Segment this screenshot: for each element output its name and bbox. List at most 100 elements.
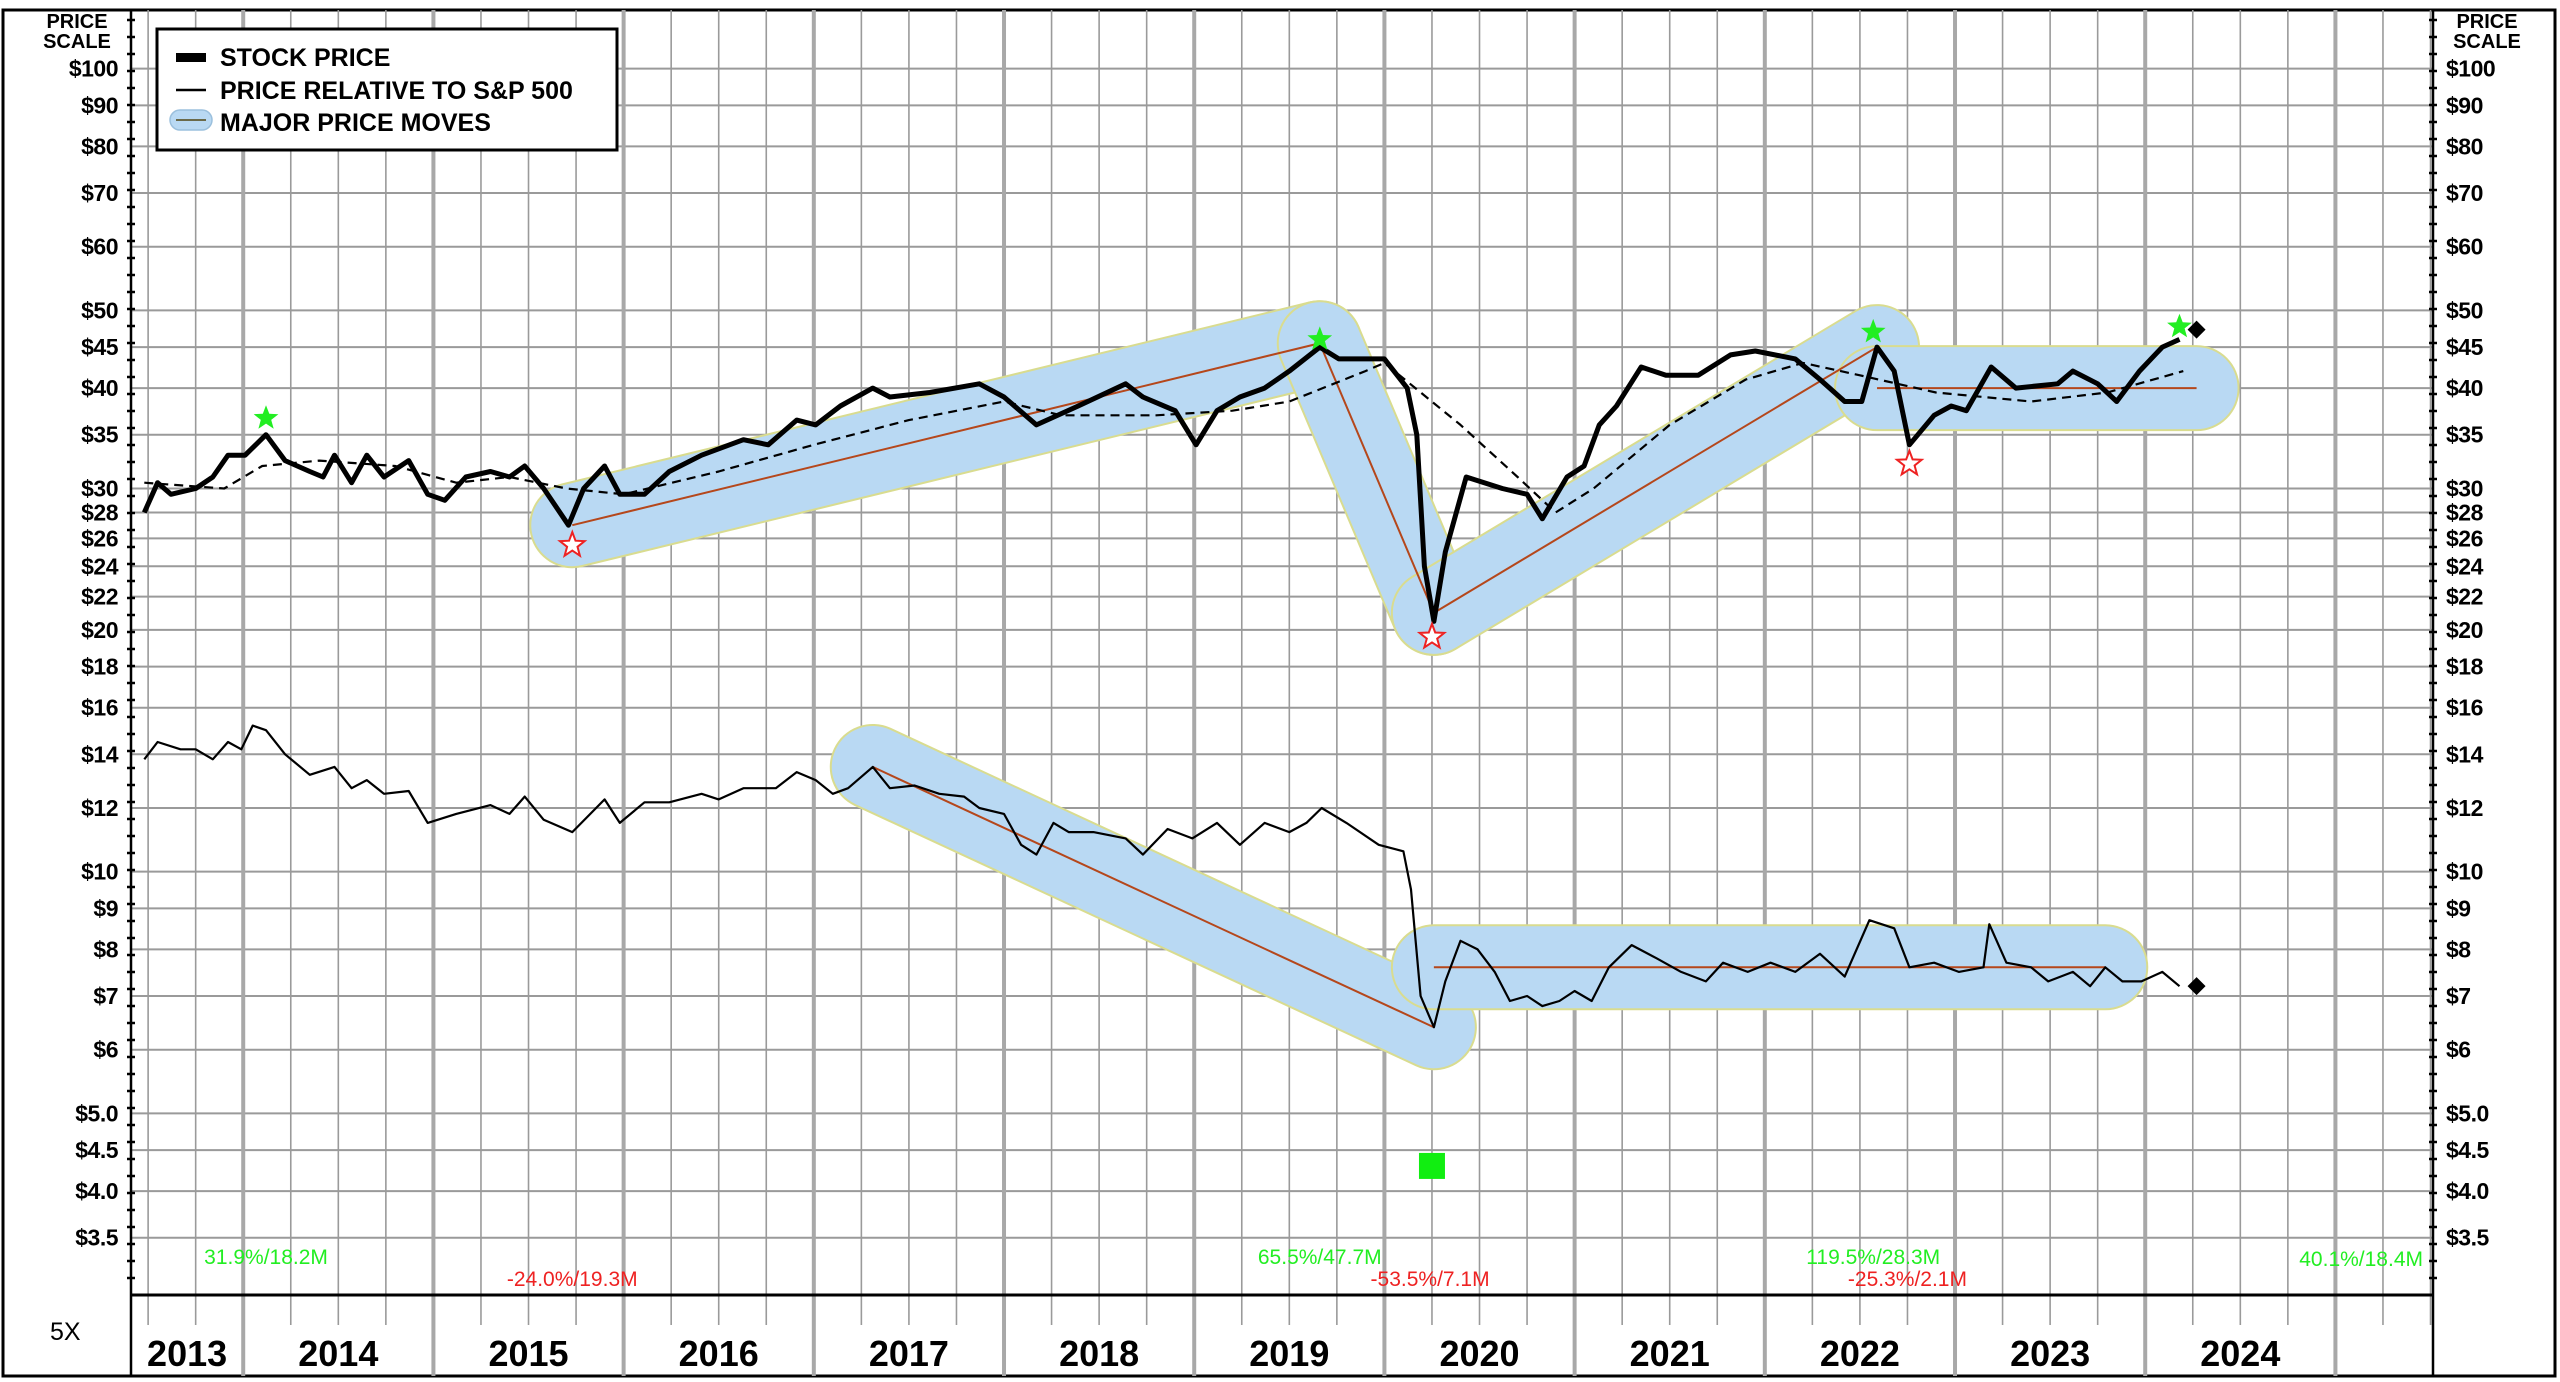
legend-stock-label: STOCK PRICE xyxy=(220,44,390,72)
y-tick-label-left: $60 xyxy=(81,234,118,260)
y-tick-label-right: $100 xyxy=(2446,56,2495,82)
y-tick-label-left: $70 xyxy=(81,180,118,206)
x-tick-label-2016: 2016 xyxy=(679,1333,759,1374)
move-annotations: 31.9%/18.2M -24.0%/19.3M 65.5%/47.7M-53.5%… xyxy=(204,1246,2423,1291)
y-tick-label-left: $4.0 xyxy=(75,1178,118,1204)
y-tick-label-right: $16 xyxy=(2446,695,2483,721)
x-tick-label-2014: 2014 xyxy=(298,1333,378,1374)
green-star-marker xyxy=(2167,313,2192,338)
x-tick-label-2021: 2021 xyxy=(1630,1333,1710,1374)
move-annotation: 119.5%/28.3M xyxy=(1806,1246,1940,1269)
y-tick-label-right: $60 xyxy=(2446,234,2483,260)
move-annotation: 40.1%/18.4M xyxy=(2299,1248,2423,1271)
left-axis-title-line1: PRICE xyxy=(46,11,107,33)
major-price-moves xyxy=(529,300,2240,1071)
y-tick-label-left: $5.0 xyxy=(75,1100,118,1126)
y-tick-label-left: $9 xyxy=(93,895,118,921)
y-tick-label-left: $45 xyxy=(81,334,119,360)
x-tick-label-2020: 2020 xyxy=(1439,1333,1519,1374)
x-tick-label-2015: 2015 xyxy=(488,1333,568,1374)
move-annotation: 31.9%/18.2M xyxy=(204,1246,328,1269)
y-tick-label-left: $20 xyxy=(81,617,118,643)
y-tick-label-right: $28 xyxy=(2446,500,2484,526)
series-line-price-relative-to-s-p-500 xyxy=(143,724,2181,1029)
x-tick-label-2019: 2019 xyxy=(1249,1333,1329,1374)
x-tick-label-2023: 2023 xyxy=(2010,1333,2090,1374)
y-tick-label-left: $3.5 xyxy=(75,1225,118,1251)
y-tick-label-left: $24 xyxy=(81,553,119,579)
y-tick-label-left: $14 xyxy=(81,741,119,767)
green-star-marker xyxy=(1860,318,1886,343)
y-tick-label-right: $14 xyxy=(2446,741,2484,767)
move-annotation: -25.3%/2.1M xyxy=(1848,1268,1967,1291)
move-trend-line xyxy=(572,342,1320,527)
y-tick-label-right: $40 xyxy=(2446,375,2483,401)
x-tick-label-2013: 2013 xyxy=(147,1333,227,1374)
y-tick-label-right: $24 xyxy=(2446,553,2484,579)
y-tick-label-right: $12 xyxy=(2446,795,2483,821)
green-star-marker xyxy=(1307,326,1333,350)
series-line-moving-average xyxy=(144,361,2184,514)
y-tick-label-left: $4.5 xyxy=(75,1137,118,1163)
x-tick-label-2017: 2017 xyxy=(869,1333,949,1374)
move-annotation: -24.0%/19.3M xyxy=(507,1268,638,1291)
y-tick-label-right: $26 xyxy=(2446,525,2483,551)
series-lines xyxy=(142,337,2184,1029)
y-tick-label-right: $9 xyxy=(2446,895,2471,921)
series-line-stock-price xyxy=(142,337,2181,624)
right-axis-title-line2: SCALE xyxy=(2453,31,2521,53)
left-axis-title-line2: SCALE xyxy=(43,31,111,53)
y-tick-label-left: $18 xyxy=(81,654,119,680)
y-tick-label-left: $90 xyxy=(81,92,118,118)
y-tick-label-right: $3.5 xyxy=(2446,1225,2489,1251)
y-tick-label-left: $6 xyxy=(93,1037,118,1063)
y-tick-label-right: $22 xyxy=(2446,584,2483,610)
y-tick-label-left: $22 xyxy=(81,584,118,610)
y-tick-label-left: $35 xyxy=(81,422,119,448)
y-tick-label-left: $50 xyxy=(81,297,118,323)
chart-frame xyxy=(1,8,2557,1378)
y-tick-label-left: $12 xyxy=(81,795,118,821)
y-tick-label-right: $20 xyxy=(2446,617,2483,643)
move-annotation: 65.5%/47.7M xyxy=(1258,1246,1382,1269)
y-tick-label-left: $8 xyxy=(93,936,118,962)
y-tick-label-right: $6 xyxy=(2446,1037,2471,1063)
y-tick-label-left: $7 xyxy=(93,983,118,1009)
y-tick-label-right: $10 xyxy=(2446,859,2483,885)
legend-box xyxy=(155,27,619,152)
y-tick-label-right: $18 xyxy=(2446,654,2484,680)
diamond-marker xyxy=(2187,977,2206,996)
y-tick-label-right: $7 xyxy=(2446,983,2471,1009)
y-tick-label-left: $26 xyxy=(81,525,118,551)
y-tick-label-right: $70 xyxy=(2446,180,2483,206)
y-tick-label-left: $80 xyxy=(81,133,118,159)
y-tick-label-right: $50 xyxy=(2446,297,2483,323)
y-tick-label-left: $30 xyxy=(81,475,118,501)
y-tick-label-right: $35 xyxy=(2446,422,2484,448)
axes: $100 $100 $90 $90 $80 $80 $70 $70 $60 $60 $50 $50 $4… xyxy=(69,10,2496,1376)
y-tick-label-right: $4.0 xyxy=(2446,1178,2489,1204)
y-tick-label-right: $4.5 xyxy=(2446,1137,2489,1163)
y-tick-label-right: $45 xyxy=(2446,334,2484,360)
y-tick-label-left: $40 xyxy=(81,375,118,401)
y-tick-label-left: $100 xyxy=(69,56,118,82)
green-square-marker xyxy=(1418,1152,1445,1179)
legend-moves-label: MAJOR PRICE MOVES xyxy=(220,109,491,137)
markers xyxy=(253,313,2206,1179)
legend: STOCK PRICE PRICE RELATIVE TO S&P 500 MA… xyxy=(155,27,619,152)
move-trend-line xyxy=(1433,346,1878,614)
y-tick-label-left: $10 xyxy=(81,859,118,885)
green-star-marker xyxy=(253,405,279,429)
y-tick-label-left: $16 xyxy=(81,695,118,721)
y-tick-label-right: $5.0 xyxy=(2446,1100,2489,1126)
y-tick-label-right: $90 xyxy=(2446,92,2483,118)
y-tick-label-right: $30 xyxy=(2446,475,2483,501)
y-tick-label-left: $28 xyxy=(81,500,119,526)
move-annotation: -53.5%/7.1M xyxy=(1371,1268,1490,1291)
x-tick-label-2024: 2024 xyxy=(2200,1333,2280,1374)
red-star-marker xyxy=(557,529,588,559)
y-tick-label-right: $8 xyxy=(2446,936,2471,962)
red-star-marker xyxy=(1894,447,1925,477)
diamond-marker xyxy=(2187,320,2206,339)
